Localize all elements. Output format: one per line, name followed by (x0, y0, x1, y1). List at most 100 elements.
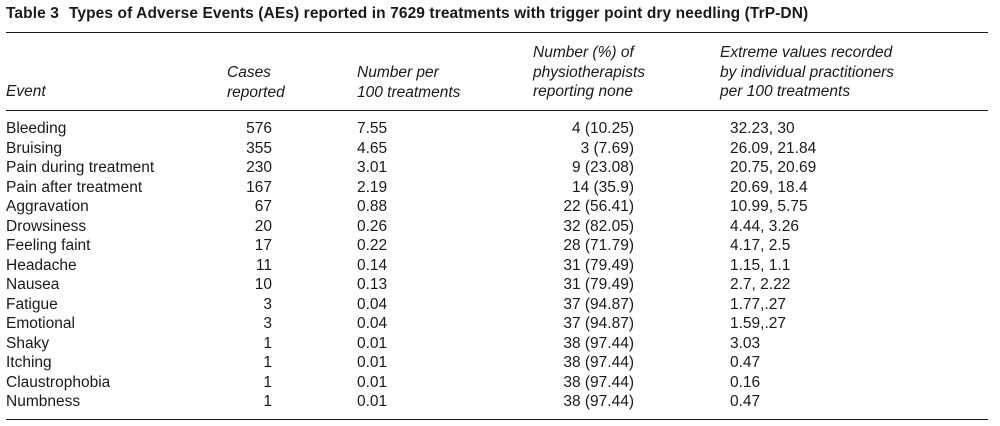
top-rule (6, 32, 988, 34)
header-cases-reported: Cases reported (227, 64, 285, 101)
cell-number-per-100: 0.14 (357, 256, 388, 274)
cell-cases-reported: 20 (254, 217, 272, 235)
cell-extreme-values: 1.15, 1.1 (730, 256, 791, 274)
cell-extreme-values: 4.17, 2.5 (730, 237, 791, 254)
cell-event: Claustrophobia (6, 373, 111, 391)
cell-extreme-values: 4.44, 3.26 (730, 217, 799, 235)
cell-cases-reported: 576 (246, 120, 272, 137)
table-row: Bleeding 576 7.55 4 (10.25) 32.23, 30 (0, 119, 1000, 139)
cell-number-per-100: 3.01 (357, 159, 388, 176)
table-row: Pain during treatment 230 3.01 9 (23.08) 20.… (0, 158, 1000, 178)
bottom-rule (6, 419, 988, 421)
table-row: Emotional 3 0.04 37 (94.87) 1.59,.27 (0, 314, 1000, 334)
cell-cases-reported: 167 (246, 178, 272, 196)
cell-cases-reported: 1 (263, 334, 272, 352)
cell-event: Itching (6, 354, 52, 371)
cell-extreme-values: 26.09, 21.84 (730, 139, 817, 157)
cell-event: Emotional (6, 315, 75, 332)
cell-event: Bruising (6, 139, 62, 157)
cell-number-per-100: 2.19 (357, 178, 388, 196)
cell-extreme-values: 1.77,.27 (730, 295, 787, 313)
cell-reporting-none: 38 (97.44) (563, 334, 634, 352)
cell-event: Numbness (6, 393, 81, 410)
cell-number-per-100: 0.01 (357, 354, 388, 371)
cell-event: Shaky (6, 334, 50, 352)
cell-extreme-values: 2.7, 2.22 (730, 276, 791, 293)
cell-reporting-none: 38 (97.44) (563, 354, 634, 371)
header-extreme-values: Extreme values recorded by individual pr… (720, 44, 895, 100)
cell-event: Feeling faint (6, 237, 91, 254)
cell-event: Fatigue (6, 295, 58, 313)
cell-extreme-values: 32.23, 30 (730, 120, 795, 137)
cell-extreme-values: 3.03 (730, 334, 761, 352)
table-row: Feeling faint 17 0.22 28 (71.79) 4.17, 2.5 (0, 236, 1000, 256)
cell-extreme-values: 0.47 (730, 393, 761, 410)
cell-cases-reported: 3 (263, 315, 272, 332)
table-row: Pain after treatment 167 2.19 14 (35.9) 20.6… (0, 178, 1000, 198)
cell-cases-reported: 10 (254, 276, 272, 293)
cell-event: Pain after treatment (6, 178, 143, 196)
header-physiotherapists-reporting-none: Number (%) of physiotherapists reporting… (533, 44, 646, 100)
table-row: Aggravation 67 0.88 22 (56.41) 10.99, 5.75 (0, 197, 1000, 217)
cell-reporting-none: 31 (79.49) (563, 276, 634, 293)
table-row: Numbness 1 0.01 38 (97.44) 0.47 (0, 392, 1000, 412)
table-row: Claustrophobia 1 0.01 38 (97.44) 0.16 (0, 373, 1000, 393)
cell-extreme-values: 20.75, 20.69 (730, 159, 817, 176)
table-title: Types of Adverse Events (AEs) reported i… (68, 5, 809, 22)
cell-extreme-values: 0.47 (730, 354, 761, 371)
table-label: Table 3 (6, 5, 59, 22)
table-row: Shaky 1 0.01 38 (97.44) 3.03 (0, 334, 1000, 354)
cell-number-per-100: 0.26 (357, 217, 388, 235)
cell-event: Bleeding (6, 120, 67, 137)
cell-number-per-100: 0.01 (357, 334, 388, 352)
cell-cases-reported: 1 (263, 373, 272, 391)
header-rule (6, 110, 988, 111)
cell-number-per-100: 0.04 (357, 295, 388, 313)
cell-number-per-100: 0.04 (357, 315, 388, 332)
cell-cases-reported: 355 (246, 139, 272, 157)
cell-event: Pain during treatment (6, 159, 155, 176)
table-caption: Table 3 Types of Adverse Events (AEs) rep… (6, 5, 808, 23)
cell-cases-reported: 67 (254, 198, 272, 215)
cell-extreme-values: 20.69, 18.4 (730, 178, 808, 196)
cell-event: Aggravation (6, 198, 89, 215)
cell-reporting-none: 3 (7.69) (580, 139, 634, 157)
cell-reporting-none: 32 (82.05) (563, 217, 634, 235)
header-event: Event (6, 83, 46, 100)
cell-number-per-100: 4.65 (357, 139, 388, 157)
cell-reporting-none: 31 (79.49) (563, 256, 634, 274)
cell-number-per-100: 0.01 (357, 373, 388, 391)
cell-reporting-none: 38 (97.44) (563, 393, 634, 410)
cell-number-per-100: 0.13 (357, 276, 388, 293)
cell-reporting-none: 22 (56.41) (563, 198, 634, 215)
cell-reporting-none: 37 (94.87) (563, 295, 634, 313)
cell-number-per-100: 7.55 (357, 120, 388, 137)
cell-cases-reported: 1 (263, 393, 272, 410)
cell-cases-reported: 17 (254, 237, 272, 254)
cell-extreme-values: 0.16 (730, 373, 761, 391)
cell-cases-reported: 230 (246, 159, 272, 176)
table-row: Nausea 10 0.13 31 (79.49) 2.7, 2.22 (0, 275, 1000, 295)
cell-reporting-none: 38 (97.44) (563, 373, 634, 391)
table-row: Drowsiness 20 0.26 32 (82.05) 4.44, 3.26 (0, 217, 1000, 237)
cell-reporting-none: 4 (10.25) (571, 120, 634, 137)
cell-number-per-100: 0.01 (357, 393, 388, 410)
table-row: Itching 1 0.01 38 (97.44) 0.47 (0, 353, 1000, 373)
cell-reporting-none: 37 (94.87) (563, 315, 634, 332)
cell-reporting-none: 28 (71.79) (563, 237, 634, 254)
cell-reporting-none: 9 (23.08) (571, 159, 634, 176)
table-body: Bleeding 576 7.55 4 (10.25) 32.23, 30 Bruisin… (0, 119, 1000, 412)
table-row: Headache 11 0.14 31 (79.49) 1.15, 1.1 (0, 256, 1000, 276)
cell-cases-reported: 1 (263, 354, 272, 371)
table-row: Fatigue 3 0.04 37 (94.87) 1.77,.27 (0, 295, 1000, 315)
cell-event: Nausea (6, 276, 60, 293)
table-row: Bruising 355 4.65 3 (7.69) 26.09, 21.84 (0, 139, 1000, 159)
cell-number-per-100: 0.88 (357, 198, 388, 215)
header-number-per-100: Number per 100 treatments (357, 64, 461, 101)
cell-extreme-values: 1.59,.27 (730, 315, 787, 332)
cell-event: Headache (6, 256, 77, 274)
cell-cases-reported: 3 (263, 295, 272, 313)
cell-event: Drowsiness (6, 217, 87, 235)
cell-reporting-none: 14 (35.9) (571, 178, 634, 196)
cell-extreme-values: 10.99, 5.75 (730, 198, 808, 215)
